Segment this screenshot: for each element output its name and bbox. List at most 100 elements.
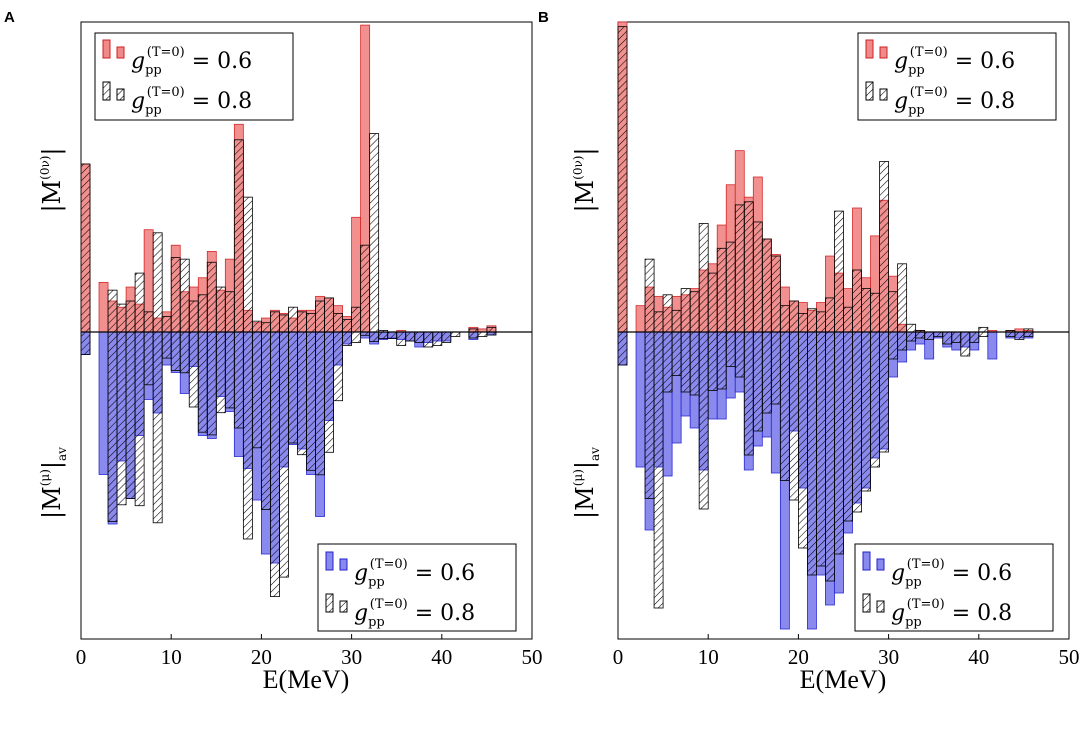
bar-bottom-series-1 — [825, 331, 835, 582]
bar-bottom-series-1 — [725, 331, 736, 367]
bar-top-series-1 — [152, 232, 163, 333]
svg-text:|M(μ)|av: |M(μ)|av — [38, 447, 69, 519]
bar-bottom-series-1 — [707, 331, 718, 391]
bar-top-series-1 — [734, 204, 745, 333]
bar-bottom-series-1 — [689, 331, 700, 396]
bar-top-series-1 — [80, 163, 91, 333]
svg-text:|M(μ)|av: |M(μ)|av — [571, 447, 602, 519]
bar-bottom-series-1 — [315, 331, 325, 476]
legend-swatch-blue — [339, 558, 348, 571]
bar-top-series-1 — [242, 196, 253, 333]
y-label-top: |M(0ν)| — [38, 147, 67, 212]
bar-bottom-series-1 — [978, 331, 989, 337]
bar-top-series-1 — [125, 300, 136, 333]
bar-bottom-series-1 — [179, 331, 190, 374]
bottom-legend: gpp(T=0) = 0.6 gpp(T=0) = 0.8 — [854, 543, 1054, 632]
bar-bottom-series-1 — [161, 331, 172, 359]
bar-top-series-1 — [662, 294, 673, 333]
bar-top-series-1 — [870, 292, 880, 333]
bar-bottom-series-1 — [942, 331, 953, 345]
bar-bottom-series-1 — [143, 331, 154, 386]
x-tick-label: 20 — [788, 645, 809, 669]
bar-bottom-series-1 — [870, 331, 880, 468]
x-tick-label: 40 — [431, 645, 452, 669]
y-label-bottom: |M(μ)|av — [571, 447, 602, 519]
bar-bottom-series-1 — [450, 331, 461, 337]
bar-bottom-series-1 — [852, 331, 862, 513]
bar-bottom-series-1 — [924, 331, 935, 340]
legend-label: gpp(T=0) = 0.8 — [894, 85, 1015, 118]
x-tick-label: 40 — [968, 645, 989, 669]
panel-label: B — [538, 9, 549, 26]
bar-bottom-series-1 — [351, 331, 362, 343]
bar-top-series-1 — [752, 221, 763, 333]
bar-bottom-series-1 — [1023, 331, 1034, 337]
bar-bottom-series-1 — [369, 331, 380, 343]
bar-top-series-1 — [816, 311, 826, 333]
bottom-legend: gpp(T=0) = 0.6 gpp(T=0) = 0.8 — [317, 543, 517, 632]
bar-bottom-series-1 — [843, 331, 853, 522]
bar-bottom-series-1 — [342, 331, 352, 346]
bar-top-series-1 — [369, 133, 380, 333]
bar-bottom-series-1 — [653, 331, 664, 609]
bar-bottom-series-1 — [233, 331, 244, 429]
top-legend: gpp(T=0) = 0.6 gpp(T=0) = 0.8 — [857, 32, 1057, 121]
bar-top-series-1 — [671, 309, 682, 333]
y-label-bottom-end: | — [571, 461, 600, 469]
bar-bottom-series-1 — [1014, 331, 1025, 340]
bar-bottom-series-1 — [441, 331, 452, 343]
legend-entry-0.8: gpp(T=0) = 0.8 — [325, 593, 475, 630]
bar-top-series-1 — [716, 247, 727, 333]
y-label-top-main: |M — [38, 180, 67, 213]
bar-top-series-1 — [689, 291, 700, 333]
bar-bottom-series-1 — [879, 331, 890, 453]
y-label-bottom-sup: (μ) — [571, 469, 585, 486]
legend-box — [317, 543, 517, 632]
bar-bottom-series-1 — [414, 331, 425, 343]
bar-bottom-series-1 — [761, 331, 772, 414]
bar-top-series-1 — [834, 210, 844, 333]
bar-top-series-1 — [825, 297, 835, 333]
bar-bottom-series-1 — [816, 331, 826, 567]
bar-bottom-series-0 — [98, 331, 109, 475]
bar-top-series-1 — [260, 322, 271, 333]
legend-swatch-hatch — [102, 81, 111, 101]
y-label-bottom-main: |M — [38, 486, 67, 519]
bar-bottom-series-1 — [188, 331, 199, 408]
bar-top-series-1 — [906, 323, 917, 333]
legend-swatch-red — [116, 46, 125, 59]
x-tick-label: 20 — [251, 645, 272, 669]
bar-bottom-series-1 — [324, 331, 334, 453]
bar-top-series-1 — [843, 306, 853, 333]
x-tick-label: 50 — [1059, 645, 1080, 669]
bar-bottom-series-1 — [80, 331, 91, 355]
legend-swatch-hatch — [862, 593, 871, 613]
x-tick-label: 10 — [698, 645, 719, 669]
bar-bottom-series-1 — [897, 331, 908, 351]
bar-top-series-1 — [779, 305, 790, 333]
bar-top-series-1 — [134, 272, 145, 333]
bar-bottom-series-1 — [662, 331, 673, 393]
bar-bottom-series-1 — [306, 331, 316, 471]
bar-top-series-1 — [342, 319, 352, 333]
bar-top-series-1 — [170, 257, 181, 333]
bar-top-series-1 — [788, 300, 799, 333]
bar-bottom-series-1 — [387, 331, 398, 339]
x-tick-label: 10 — [161, 645, 182, 669]
bar-bottom-series-1 — [170, 331, 181, 371]
legend-swatch-hatch — [865, 81, 874, 101]
bar-bottom-series-1 — [680, 331, 691, 393]
bar-bottom-series-1 — [1005, 331, 1016, 337]
legend-entry-0.8: gpp(T=0) = 0.8 — [102, 81, 252, 118]
x-axis-ticks: 0 10 20 30 40 50 — [613, 634, 1080, 669]
bar-top-series-1 — [315, 300, 325, 333]
bar-top-series-1 — [324, 297, 334, 333]
bar-bottom-series-1 — [405, 331, 416, 342]
bar-bottom-series-1 — [206, 331, 217, 436]
legend-entry-0.6: gpp(T=0) = 0.6 — [865, 39, 1015, 78]
bar-top-series-1 — [306, 312, 316, 333]
bar-top-series-1 — [251, 320, 262, 333]
bar-bottom-series-1 — [270, 331, 280, 598]
y-label-bottom-main: |M — [571, 486, 600, 519]
